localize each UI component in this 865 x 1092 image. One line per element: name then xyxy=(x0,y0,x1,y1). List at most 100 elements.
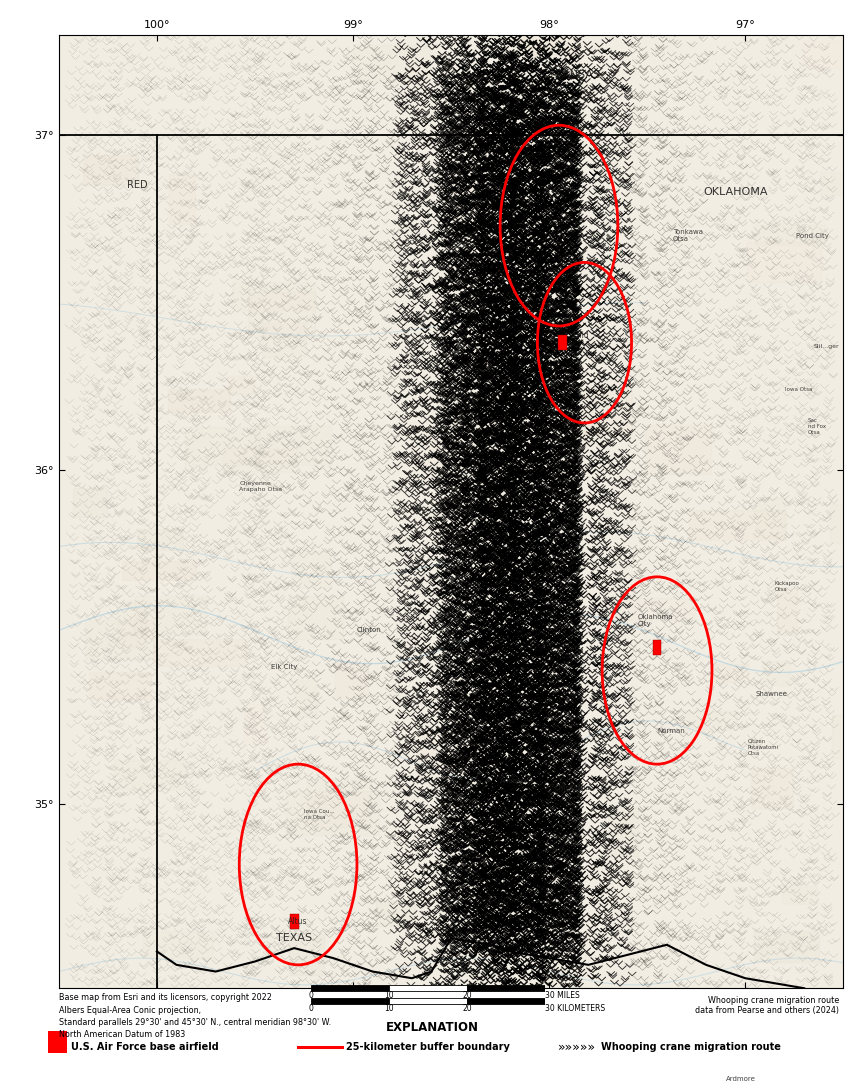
Bar xyxy=(138,529,183,550)
Bar xyxy=(292,550,331,589)
Bar xyxy=(714,664,748,682)
Text: Ardmore: Ardmore xyxy=(726,1076,755,1081)
Text: Elk City: Elk City xyxy=(271,664,297,670)
Bar xyxy=(255,426,330,465)
Bar xyxy=(295,679,317,716)
Text: 20: 20 xyxy=(462,992,472,1000)
Bar xyxy=(689,510,785,539)
Bar xyxy=(185,427,259,465)
Bar xyxy=(467,998,545,1004)
Bar xyxy=(389,985,467,992)
Text: Whooping crane migration route: Whooping crane migration route xyxy=(601,1042,781,1053)
Text: Standard parallels 29°30' and 45°30' N., central meridian 98°30' W.: Standard parallels 29°30' and 45°30' N.,… xyxy=(59,1018,331,1026)
Bar xyxy=(465,321,518,361)
Bar xyxy=(223,448,297,472)
Bar xyxy=(117,601,145,646)
Bar xyxy=(495,463,533,484)
Text: Shawnee: Shawnee xyxy=(755,691,787,697)
Bar xyxy=(311,998,389,1004)
Bar xyxy=(232,282,315,310)
Text: Whooping crane migration route
data from Pearse and others (2024): Whooping crane migration route data from… xyxy=(695,996,839,1016)
Bar xyxy=(424,435,466,471)
Text: Slil...ger: Slil...ger xyxy=(814,344,840,348)
Text: »»»»»: »»»»» xyxy=(558,1041,596,1054)
Bar xyxy=(353,45,430,82)
Bar xyxy=(747,241,822,282)
Bar xyxy=(114,760,186,790)
Text: Albers Equal-Area Conic projection,: Albers Equal-Area Conic projection, xyxy=(59,1006,201,1014)
Text: Clinton: Clinton xyxy=(357,627,381,633)
Bar xyxy=(652,640,662,654)
Bar xyxy=(804,40,865,68)
Text: 10: 10 xyxy=(384,992,394,1000)
Bar xyxy=(584,387,632,435)
Bar xyxy=(244,703,266,744)
Text: Iowa Cou...
na Otsa: Iowa Cou... na Otsa xyxy=(304,809,335,820)
Bar xyxy=(290,914,298,929)
Bar xyxy=(83,155,138,186)
Bar xyxy=(89,672,151,699)
Bar xyxy=(832,715,865,758)
Text: Cheyenne
Arapaho Otsa: Cheyenne Arapaho Otsa xyxy=(240,482,282,491)
Bar xyxy=(508,26,534,54)
Bar xyxy=(288,596,343,639)
Text: 20: 20 xyxy=(462,1004,472,1012)
Bar xyxy=(645,425,711,474)
Bar xyxy=(228,376,254,394)
Text: Iowa Otsa: Iowa Otsa xyxy=(785,387,812,392)
Bar xyxy=(682,711,737,731)
Text: 10: 10 xyxy=(384,1004,394,1012)
Bar xyxy=(153,639,247,666)
Text: KANSAS: KANSAS xyxy=(556,70,601,80)
Bar xyxy=(601,598,694,619)
Bar xyxy=(262,322,306,357)
Bar xyxy=(73,488,106,518)
Text: Kickapoo
Otsa: Kickapoo Otsa xyxy=(775,581,799,592)
Text: Enid: Enid xyxy=(573,332,589,341)
Text: Citizen
Potawatomi
Otsa: Citizen Potawatomi Otsa xyxy=(747,739,778,756)
Text: U.S. Air Force base airfield: U.S. Air Force base airfield xyxy=(71,1042,219,1053)
Text: North American Datum of 1983: North American Datum of 1983 xyxy=(59,1030,185,1038)
Text: TEXAS: TEXAS xyxy=(276,933,312,943)
Bar xyxy=(134,596,206,634)
Bar xyxy=(522,8,580,55)
Bar xyxy=(508,205,530,256)
Bar xyxy=(452,187,523,227)
Bar xyxy=(453,415,511,438)
Text: EXPLANATION: EXPLANATION xyxy=(386,1021,479,1034)
Bar xyxy=(248,293,316,337)
Bar xyxy=(777,587,798,636)
Text: 0: 0 xyxy=(309,992,314,1000)
Bar xyxy=(762,661,790,685)
Bar xyxy=(286,791,379,834)
Text: 30 MILES: 30 MILES xyxy=(545,992,580,1000)
Bar xyxy=(375,901,415,926)
Text: 30 KILOMETERS: 30 KILOMETERS xyxy=(545,1004,606,1012)
Bar xyxy=(417,734,470,780)
Text: Sac
nd Fox
Otsa: Sac nd Fox Otsa xyxy=(808,418,826,435)
Text: Norman: Norman xyxy=(657,727,685,734)
Bar xyxy=(782,886,817,904)
Text: Altus: Altus xyxy=(288,917,308,926)
Bar xyxy=(122,561,195,580)
Text: RED: RED xyxy=(127,180,148,190)
Text: Tonkawa
Otsa: Tonkawa Otsa xyxy=(673,229,702,242)
Bar xyxy=(607,807,638,856)
Text: Anadarko: Anadarko xyxy=(500,778,533,784)
Bar xyxy=(289,935,324,975)
Text: Base map from Esri and its licensors, copyright 2022: Base map from Esri and its licensors, co… xyxy=(59,993,272,1001)
Bar xyxy=(170,174,195,224)
Bar xyxy=(755,498,784,538)
Text: Pond City: Pond City xyxy=(797,233,830,239)
Bar xyxy=(307,779,371,827)
Text: Oklahoma
City: Oklahoma City xyxy=(638,614,673,627)
Bar xyxy=(752,768,793,808)
Bar xyxy=(389,998,467,1004)
Bar xyxy=(336,663,368,698)
Text: 25-kilometer buffer boundary: 25-kilometer buffer boundary xyxy=(346,1042,509,1053)
Bar xyxy=(754,930,819,962)
Bar xyxy=(574,417,602,447)
Text: 0: 0 xyxy=(309,1004,314,1012)
Bar xyxy=(755,225,824,245)
Bar xyxy=(168,389,230,412)
